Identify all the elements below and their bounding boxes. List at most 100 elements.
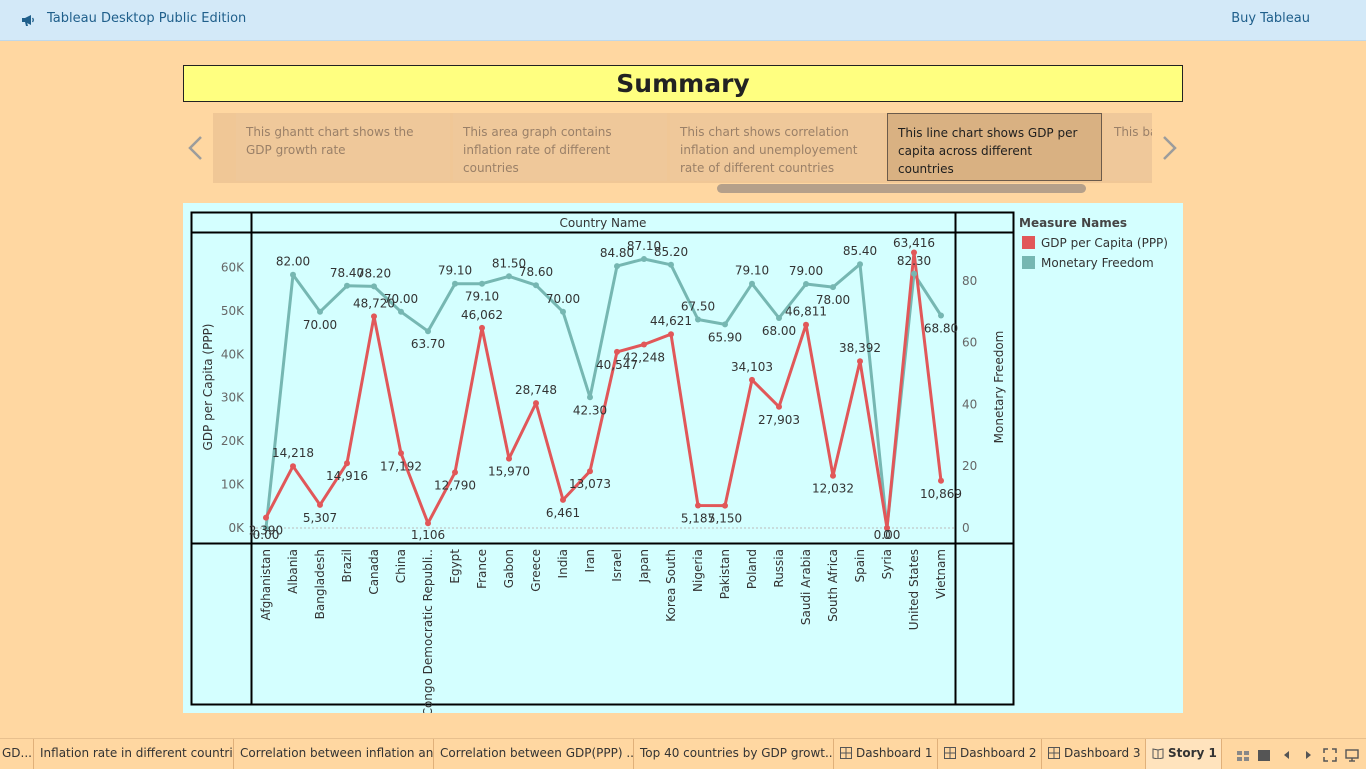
- gdp-data-label: 12,790: [434, 478, 476, 492]
- monetary-freedom-data-point[interactable]: [641, 256, 647, 262]
- dashboard-tab[interactable]: Dashboard 3: [1042, 739, 1146, 769]
- story-scrollbar-thumb[interactable]: [717, 184, 1086, 193]
- gdp-data-point[interactable]: [479, 324, 485, 331]
- previous-point-arrow-icon[interactable]: [185, 133, 207, 163]
- monetary-freedom-data-point[interactable]: [587, 394, 593, 401]
- gdp-data-label: 46,811: [785, 305, 827, 319]
- show-sheet-sorter-icon[interactable]: [1236, 748, 1250, 762]
- legend-item-monetary-freedom[interactable]: Monetary Freedom: [1019, 256, 1168, 276]
- dashboard-tab[interactable]: Dashboard 1: [834, 739, 938, 769]
- x-tick-label: Korea South: [664, 549, 678, 622]
- buy-tableau-link[interactable]: Buy Tableau: [1231, 11, 1310, 26]
- monetary-freedom-data-point[interactable]: [533, 282, 539, 289]
- monetary-freedom-data-label: 78.60: [519, 265, 553, 279]
- x-tick-label: Japan: [637, 549, 651, 583]
- sheet-tab[interactable]: Top 40 countries by GDP growt...: [634, 739, 834, 769]
- gdp-data-point[interactable]: [776, 403, 782, 410]
- gdp-data-point[interactable]: [371, 313, 377, 320]
- legend-swatch-gdp: [1022, 236, 1035, 249]
- story-point[interactable]: This chart shows correlation inflation a…: [670, 113, 884, 181]
- gdp-data-point[interactable]: [452, 469, 458, 476]
- sheet-tab[interactable]: Correlation between inflation an...: [234, 739, 434, 769]
- gdp-data-point[interactable]: [587, 468, 593, 475]
- monetary-freedom-data-point[interactable]: [425, 328, 431, 335]
- gdp-data-point[interactable]: [695, 502, 701, 509]
- monetary-freedom-data-point[interactable]: [479, 280, 485, 287]
- app-title: Tableau Desktop Public Edition: [47, 11, 247, 26]
- monetary-freedom-data-point[interactable]: [452, 280, 458, 287]
- previous-sheet-icon[interactable]: [1280, 748, 1294, 762]
- y-left-tick-label: 60K: [221, 260, 245, 274]
- gdp-data-point[interactable]: [722, 502, 728, 509]
- gdp-data-point[interactable]: [830, 472, 836, 479]
- tab-label: Inflation rate in different countries: [40, 746, 234, 760]
- monetary-freedom-data-point[interactable]: [776, 315, 782, 321]
- monetary-freedom-data-point[interactable]: [560, 308, 566, 315]
- monetary-freedom-data-point[interactable]: [371, 283, 377, 290]
- sheet-tab[interactable]: Correlation between GDP(PPP) ...: [434, 739, 634, 769]
- monetary-freedom-data-point[interactable]: [398, 308, 404, 315]
- gdp-data-point[interactable]: [425, 520, 431, 527]
- story-point[interactable]: This area graph contains inflation rate …: [453, 113, 667, 181]
- monetary-freedom-data-point[interactable]: [938, 312, 944, 319]
- sheet-tab[interactable]: Inflation rate in different countries: [34, 739, 234, 769]
- monetary-freedom-data-point[interactable]: [344, 282, 350, 289]
- gdp-data-label: 5,307: [303, 511, 337, 525]
- gdp-data-label: 14,218: [272, 446, 314, 460]
- presentation-mode-icon[interactable]: [1345, 748, 1359, 762]
- story-point[interactable]: This ghantt chart shows the GDP growth r…: [236, 113, 450, 181]
- story-point-active[interactable]: This line chart shows GDP per capita acr…: [887, 113, 1102, 181]
- gdp-data-label: 27,903: [758, 413, 800, 427]
- gdp-data-point[interactable]: [290, 463, 296, 470]
- dashboard-tab[interactable]: Dashboard 2: [938, 739, 1042, 769]
- monetary-freedom-data-point[interactable]: [911, 270, 917, 277]
- monetary-freedom-data-point[interactable]: [263, 525, 269, 531]
- gdp-data-point[interactable]: [344, 460, 350, 467]
- gdp-data-point[interactable]: [614, 348, 620, 355]
- monetary-freedom-data-point[interactable]: [290, 271, 296, 278]
- next-point-arrow-icon[interactable]: [1158, 133, 1180, 163]
- monetary-freedom-data-point[interactable]: [803, 281, 809, 287]
- monetary-freedom-data-point[interactable]: [614, 263, 620, 270]
- gdp-data-point[interactable]: [857, 358, 863, 365]
- monetary-freedom-data-label: 79.10: [465, 290, 499, 304]
- monetary-freedom-data-point[interactable]: [317, 308, 323, 315]
- gdp-data-point[interactable]: [668, 331, 674, 338]
- gdp-data-point[interactable]: [506, 455, 512, 462]
- gdp-data-point[interactable]: [938, 477, 944, 484]
- monetary-freedom-data-point[interactable]: [830, 284, 836, 291]
- monetary-freedom-data-point[interactable]: [722, 321, 728, 328]
- y-left-tick-label: 40K: [221, 347, 245, 361]
- x-tick-label: Vietnam: [934, 549, 948, 599]
- legend-item-gdp[interactable]: GDP per Capita (PPP): [1019, 236, 1168, 256]
- monetary-freedom-data-point[interactable]: [695, 316, 701, 323]
- show-tabs-icon[interactable]: [1257, 748, 1271, 762]
- story-point[interactable]: This ba… countr… GDP or…: [1104, 113, 1152, 181]
- gdp-data-point[interactable]: [749, 376, 755, 383]
- gdp-data-point[interactable]: [641, 341, 647, 348]
- gdp-data-point[interactable]: [317, 501, 323, 508]
- monetary-freedom-data-label: 78.00: [816, 293, 850, 307]
- monetary-freedom-data-point[interactable]: [749, 280, 755, 287]
- gdp-data-point[interactable]: [911, 249, 917, 256]
- monetary-freedom-data-point[interactable]: [506, 273, 512, 280]
- gdp-data-label: 15,970: [488, 465, 530, 479]
- gdp-data-point[interactable]: [884, 525, 890, 531]
- monetary-freedom-data-point[interactable]: [668, 261, 674, 268]
- sheet-tab[interactable]: GD...: [0, 739, 34, 769]
- gdp-data-point[interactable]: [803, 321, 809, 328]
- sheet-tab-bar: GD... Inflation rate in different countr…: [0, 738, 1366, 769]
- gdp-data-point[interactable]: [263, 514, 269, 521]
- gdp-data-label: 48,720: [353, 296, 395, 310]
- gdp-data-label: 38,392: [839, 341, 881, 355]
- gdp-data-point[interactable]: [533, 400, 539, 407]
- monetary-freedom-data-point[interactable]: [857, 261, 863, 268]
- next-sheet-icon[interactable]: [1301, 748, 1315, 762]
- gdp-data-point[interactable]: [560, 496, 566, 503]
- fullscreen-icon[interactable]: [1323, 748, 1337, 762]
- gdp-data-point[interactable]: [398, 450, 404, 457]
- x-tick-label: China: [394, 549, 408, 583]
- dashboard-icon: [1048, 747, 1060, 759]
- gdp-data-label: 5,150: [708, 512, 742, 526]
- story-tab-active[interactable]: Story 1: [1146, 739, 1222, 769]
